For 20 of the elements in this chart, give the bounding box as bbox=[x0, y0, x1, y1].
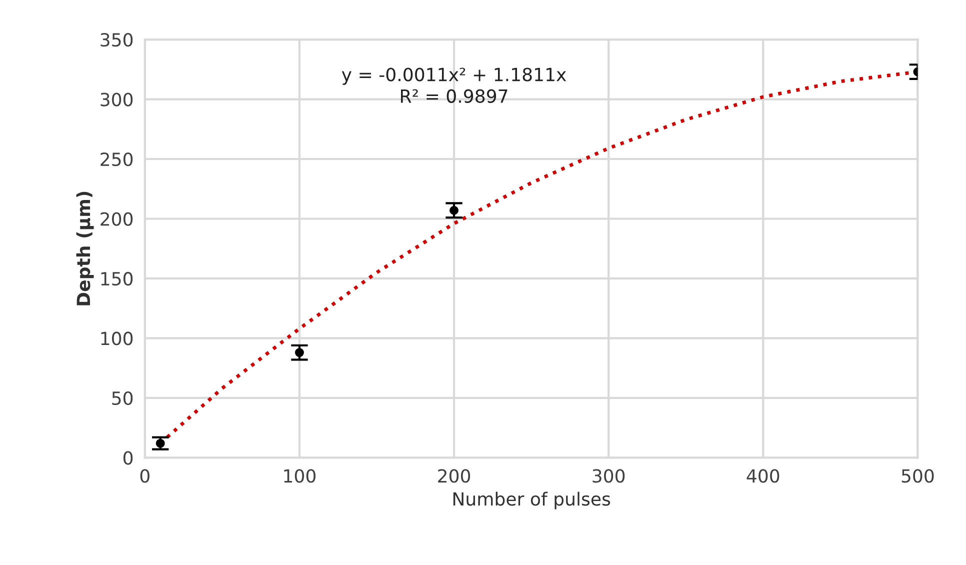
point bbox=[294, 348, 304, 358]
x-tick-label: 300 bbox=[592, 469, 625, 483]
x-tick-label: 400 bbox=[746, 469, 780, 483]
y-tick-label: 300 bbox=[100, 92, 133, 106]
point bbox=[450, 206, 459, 215]
y-tick-label: 0 bbox=[123, 451, 133, 465]
x-tick-label: 200 bbox=[438, 469, 470, 483]
y-tick-label: 250 bbox=[100, 152, 133, 166]
annotation: y = -0.0011x² + 1.1811x R² = 0.9897 bbox=[342, 68, 566, 103]
y-tick-label: 50 bbox=[112, 391, 133, 406]
point bbox=[156, 438, 165, 448]
x-tick-label: 500 bbox=[902, 469, 934, 483]
y-tick-label: 200 bbox=[100, 212, 133, 226]
y-tick-label: 150 bbox=[101, 272, 133, 286]
y-axis-title: Depth (µm) bbox=[76, 192, 94, 306]
x-tick-label: 100 bbox=[284, 469, 316, 483]
x-axis-title: Number of pulses bbox=[453, 492, 610, 510]
y-tick-label: 100 bbox=[101, 332, 133, 346]
x-tick-label: 0 bbox=[140, 469, 150, 483]
y-tick-label: 350 bbox=[100, 33, 133, 47]
